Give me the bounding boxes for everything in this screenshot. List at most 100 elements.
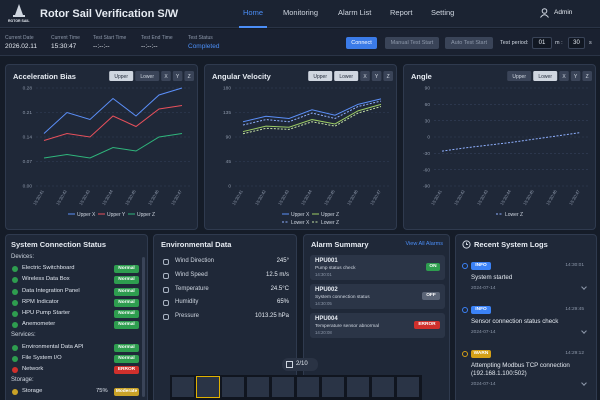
chart-toggle[interactable]: Y xyxy=(570,71,581,81)
toggle-bg xyxy=(533,71,558,81)
user-icon xyxy=(540,8,549,18)
legend-label: Lower Z xyxy=(505,212,523,218)
status-label: Current Time xyxy=(51,35,80,41)
chart-toggle[interactable]: Z xyxy=(582,71,592,81)
log-chevron[interactable] xyxy=(581,328,587,334)
chart-toggle[interactable]: Y xyxy=(172,71,183,81)
status-icon xyxy=(12,299,18,306)
log-message: System started xyxy=(471,274,513,281)
thumbnail[interactable] xyxy=(272,377,294,397)
alarm-state: ERROR xyxy=(414,321,440,329)
env-value: 12.5 m/s xyxy=(265,271,289,278)
toggle-bg xyxy=(109,71,134,81)
toggle-label: Lower xyxy=(140,74,154,80)
panel-title: Alarm Summary xyxy=(311,240,369,249)
thumbnail[interactable] xyxy=(322,377,344,397)
period-label: Test period: xyxy=(500,40,529,46)
action-button[interactable]: Connect xyxy=(346,37,377,49)
alarm-card[interactable]: HPU004 Temperature sensor abnormal 14:20:0… xyxy=(310,313,445,338)
nav-underline xyxy=(239,26,267,28)
chart-toggle[interactable]: X xyxy=(161,71,171,81)
thumbnail[interactable] xyxy=(247,377,269,397)
status-label: Test Status xyxy=(188,35,213,41)
scrollbar[interactable] xyxy=(142,257,145,397)
chart-toggle[interactable]: X xyxy=(559,71,569,81)
toggle-bg xyxy=(507,71,532,81)
chart-toggle[interactable]: Upper xyxy=(109,71,134,81)
action-button[interactable]: Auto Test Start xyxy=(445,37,493,49)
thumbnail[interactable] xyxy=(172,377,194,397)
nav-item[interactable]: Report xyxy=(390,8,413,17)
nav-item[interactable]: Setting xyxy=(431,8,455,17)
thumbnail[interactable] xyxy=(222,377,244,397)
alarm-id: HPU004 xyxy=(315,316,338,322)
toggle-bg xyxy=(383,71,393,81)
pager-icon xyxy=(286,361,293,368)
x-tick-label: 15:30:46 xyxy=(545,188,558,206)
chart-toggle[interactable]: X xyxy=(360,71,370,81)
thumbnail[interactable] xyxy=(297,377,319,397)
chart-toggle[interactable]: Lower xyxy=(334,71,359,81)
status-badge: Normal xyxy=(114,298,139,307)
log-time: 14:29:12 xyxy=(565,351,584,356)
y-tick-label: 0 xyxy=(228,184,231,190)
chart-toggle[interactable]: Upper xyxy=(308,71,333,81)
env-label: Humidity xyxy=(175,299,199,306)
view-all-link[interactable]: View All Alarms xyxy=(405,241,444,247)
status-icon xyxy=(12,288,18,295)
env-value: 1013.25 hPa xyxy=(254,313,289,320)
toggle-bg xyxy=(135,71,160,81)
env-icon xyxy=(163,259,169,265)
y-tick-label: -90 xyxy=(423,184,430,190)
x-tick-label: 15:30:43 xyxy=(277,188,290,206)
chart-toggle[interactable]: Y xyxy=(371,71,382,81)
y-tick-label: 0.07 xyxy=(23,159,33,165)
y-tick-label: 60 xyxy=(425,102,431,108)
log-chevron[interactable] xyxy=(581,380,587,386)
pager[interactable]: 2/10 xyxy=(282,358,318,371)
chart-title: Angle xyxy=(411,72,432,81)
status-icon xyxy=(12,311,18,317)
chart-toggle[interactable]: Lower xyxy=(135,71,160,81)
period-input[interactable]: 01 xyxy=(532,37,552,49)
alarm-card[interactable]: HPU001 Pump status check 14:30:01 ON xyxy=(310,255,445,280)
toggle-label: X xyxy=(363,74,367,80)
chart-panel: Angular Velocity Z Y X Lower Upper 0 45 90 135 180… xyxy=(204,64,397,230)
pager-label: 2/10 xyxy=(296,361,308,367)
alarm-card[interactable]: HPU002 System connection status 14:30:05 OF… xyxy=(310,284,445,309)
y-tick-label: 0.21 xyxy=(23,110,33,116)
status-badge: Normal xyxy=(114,321,139,330)
section-title: Storage: xyxy=(11,377,34,384)
toggle-bg xyxy=(172,71,183,81)
chart: Acceleration Bias Z Y X Lower Upper 0.00 0.07 0.… xyxy=(13,71,194,218)
toggle-bg xyxy=(582,71,592,81)
period-input[interactable]: 30 xyxy=(568,37,585,49)
x-tick-label: 15:30:46 xyxy=(346,188,359,206)
nav-item[interactable]: Home xyxy=(243,8,264,17)
nav-item[interactable]: Alarm List xyxy=(338,8,372,17)
log-date: 2024-07-14 xyxy=(471,286,496,291)
chart-toggle[interactable]: Z xyxy=(383,71,393,81)
toggle-label: Upper xyxy=(512,74,526,80)
action-button[interactable]: Manual Test Start xyxy=(385,37,439,49)
log-chevron[interactable] xyxy=(581,284,587,290)
chart-toggle[interactable]: Z xyxy=(184,71,194,81)
toggle-label: Y xyxy=(574,74,578,80)
chart-panel: Acceleration Bias Z Y X Lower Upper 0.00 0.07 0.… xyxy=(5,64,198,230)
thumbnail[interactable] xyxy=(347,377,369,397)
thumbnail[interactable] xyxy=(397,377,419,397)
nav-item[interactable]: Monitoring xyxy=(283,8,319,17)
chart-toggle[interactable]: Lower xyxy=(533,71,558,81)
thumbnail[interactable] xyxy=(372,377,394,397)
chart-toggle[interactable]: Upper xyxy=(507,71,532,81)
chart-panel: Angle Z Y X Lower Upper -90 -60 -30 0 30 60 90 15:30:… xyxy=(403,64,596,230)
thumbnail[interactable] xyxy=(196,376,220,398)
env-label: Pressure xyxy=(175,313,200,320)
toggle-bg xyxy=(570,71,581,81)
log-date: 2024-07-14 xyxy=(471,330,496,335)
toggle-bg xyxy=(161,71,171,81)
y-tick-label: 0.00 xyxy=(23,184,33,190)
status-badge: Normal xyxy=(114,287,139,296)
environment-panel: Environmental Data Wind Direction 245° Win… xyxy=(153,234,297,400)
toggle-label: Lower xyxy=(538,74,552,80)
